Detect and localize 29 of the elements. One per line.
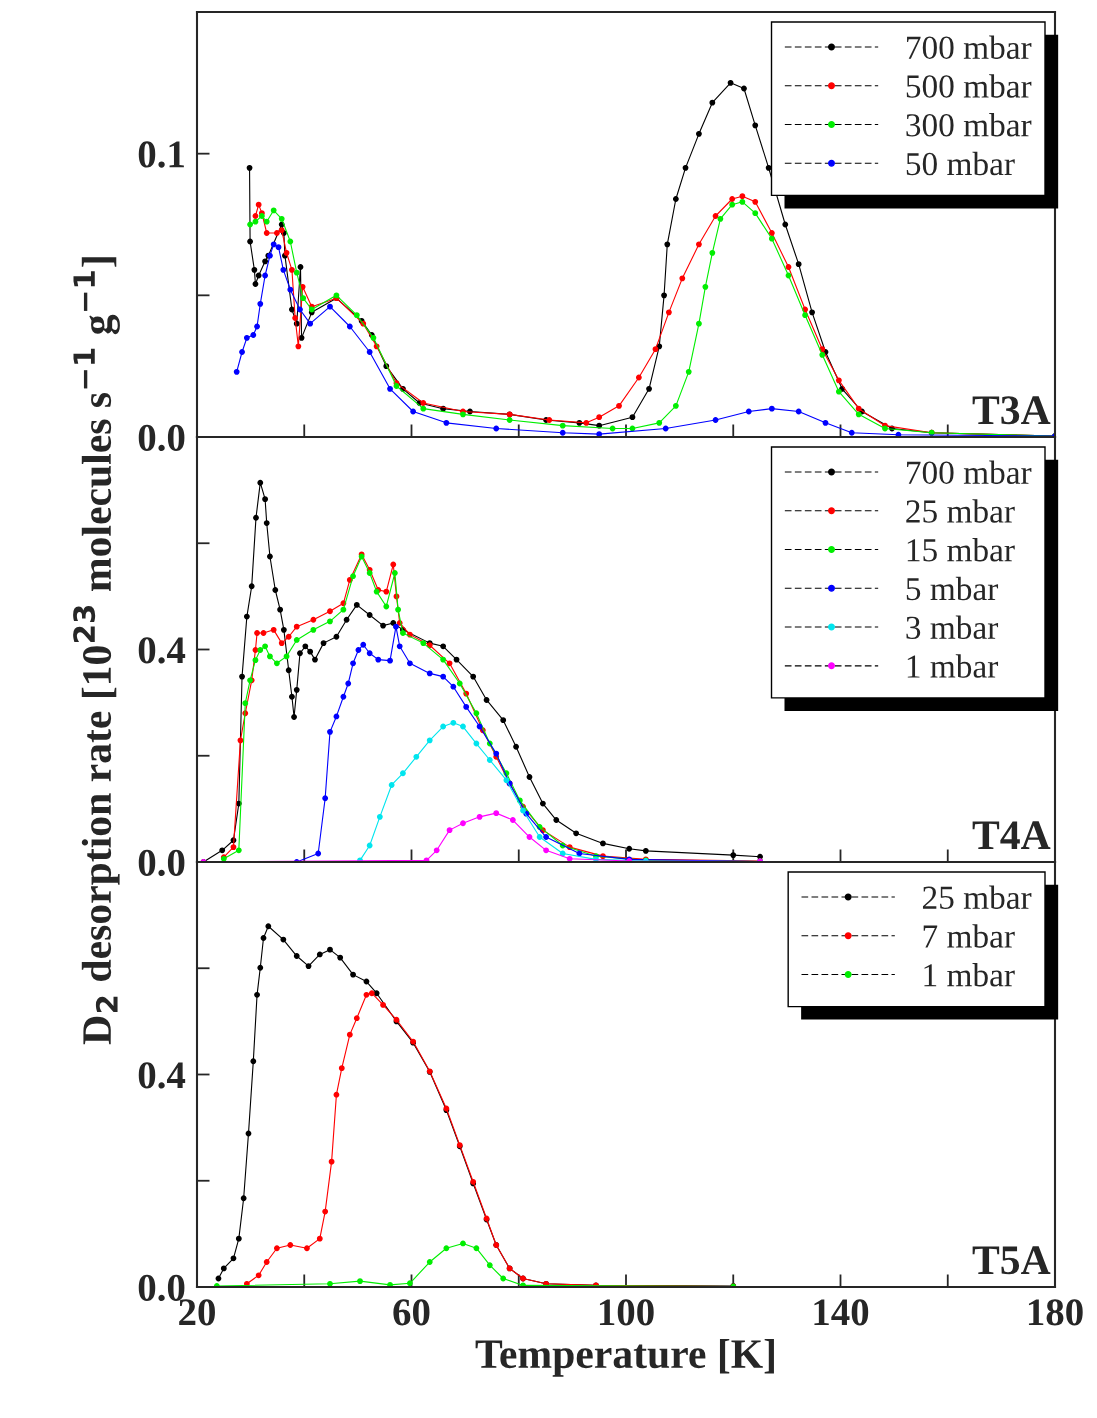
legend-label: 1 mbar: [907, 654, 999, 678]
y-tick-label: 0.1: [138, 141, 184, 168]
legend-label: 700 mbar: [907, 35, 1032, 59]
y-tick-label: 0.0: [138, 849, 185, 877]
x-tick-label: 100: [599, 1299, 654, 1326]
y-tick-label: 0.0: [138, 1274, 185, 1302]
annotation: T4A: [972, 821, 1051, 849]
legend-label: 500 mbar: [906, 74, 1032, 98]
legend-label: 50 mbar: [906, 151, 1015, 176]
legend-label: 15 mbar: [907, 538, 1015, 562]
y-tick-label: 0.4: [138, 637, 186, 664]
y-tick-label: 0.4: [138, 1062, 186, 1089]
legend-label: 1 mbar: [924, 963, 1015, 987]
annotation: T5A: [972, 1246, 1051, 1275]
x-tick-label: 180: [1028, 1299, 1083, 1326]
legend-label: 5 mbar: [906, 576, 999, 601]
y-tick-label: 0.0: [138, 424, 185, 452]
x-tick-label: 60: [393, 1299, 430, 1326]
legend-label: 300 mbar: [906, 113, 1032, 137]
x-tick-label: 20: [179, 1299, 215, 1326]
legend-label: 3 mbar: [906, 615, 999, 640]
legend-label: 25 mbar: [906, 499, 1015, 523]
annotation: T3A: [972, 396, 1051, 425]
legend-label: 25 mbar: [922, 885, 1032, 909]
text: D$_{2}$ desorption rate [10$^{23}$ molecules s$^{−1}$ g$^{−1}$]: [73, 257, 120, 1045]
x-tick-label: 140: [814, 1299, 869, 1326]
x-axis-title: Temperature [K]: [475, 1338, 774, 1377]
legend-label: 700 mbar: [907, 460, 1032, 484]
legend-label: 7 mbar: [923, 924, 1015, 948]
